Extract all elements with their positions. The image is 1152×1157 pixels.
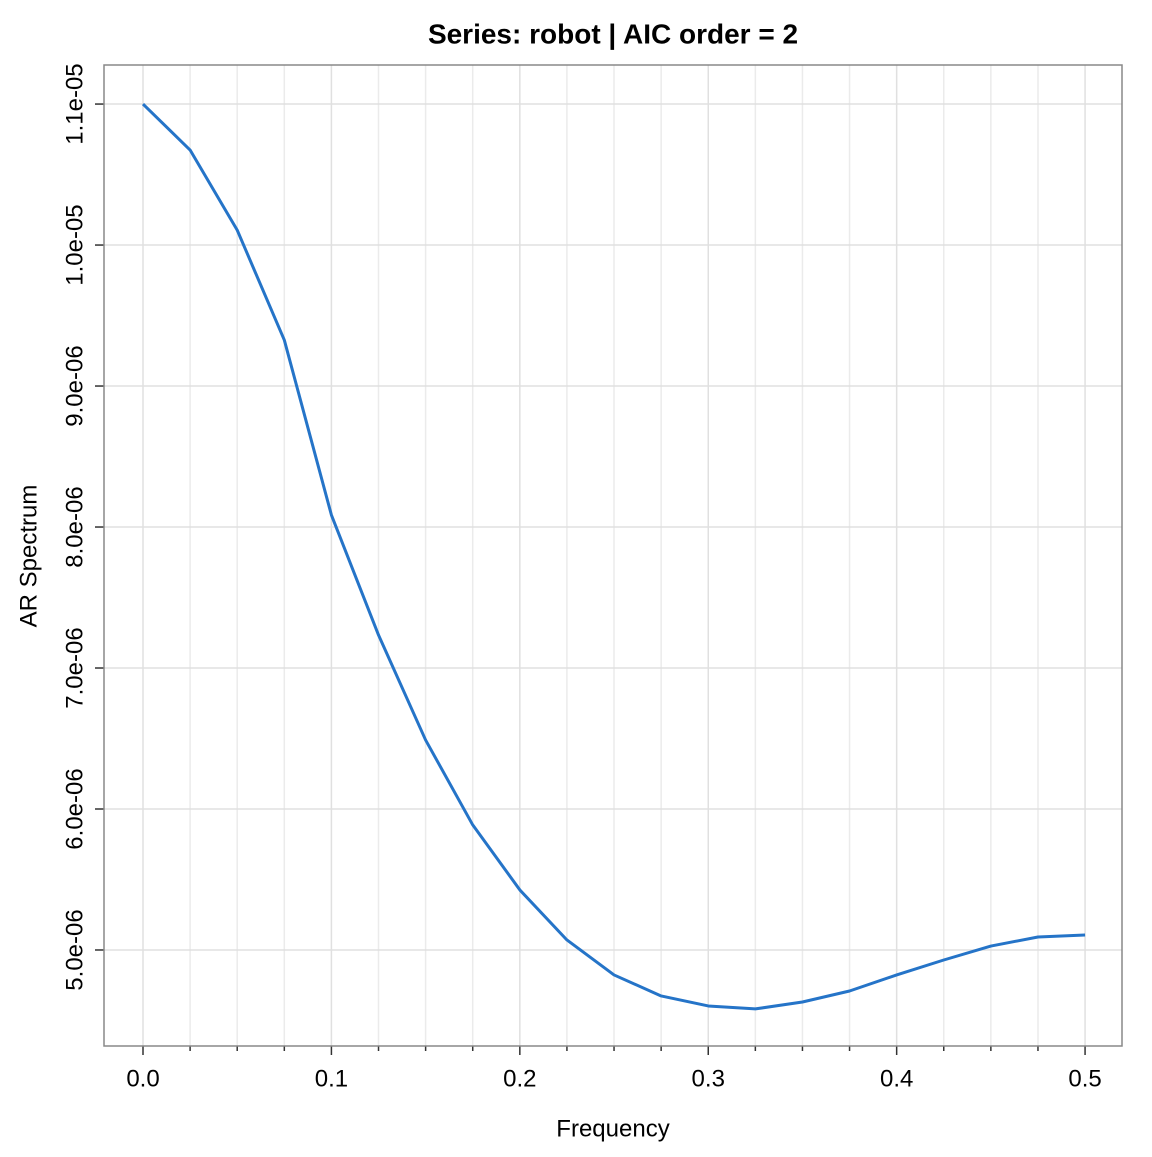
plot-border: [103, 64, 1123, 1047]
x-tick-label: 0.2: [503, 1065, 536, 1092]
y-tick-label: 1.1e-05: [61, 63, 88, 144]
y-tick-label: 5.0e-06: [61, 909, 88, 990]
x-axis-label: Frequency: [556, 1115, 669, 1142]
x-tick-label: 0.0: [126, 1065, 159, 1092]
spectrum-line: [141, 102, 1086, 1011]
y-axis-label: AR Spectrum: [15, 485, 42, 628]
x-tick-label: 0.4: [880, 1065, 913, 1092]
x-tick-label: 0.3: [692, 1065, 725, 1092]
y-tick-label: 9.0e-06: [61, 345, 88, 426]
chart-title: Series: robot | AIC order = 2: [428, 18, 798, 49]
y-tick-label: 6.0e-06: [61, 768, 88, 849]
y-tick-label: 1.0e-05: [61, 204, 88, 285]
x-tick-label: 0.1: [315, 1065, 348, 1092]
x-tick-label: 0.5: [1068, 1065, 1101, 1092]
y-tick-label: 7.0e-06: [61, 627, 88, 708]
y-tick-label: 8.0e-06: [61, 486, 88, 567]
